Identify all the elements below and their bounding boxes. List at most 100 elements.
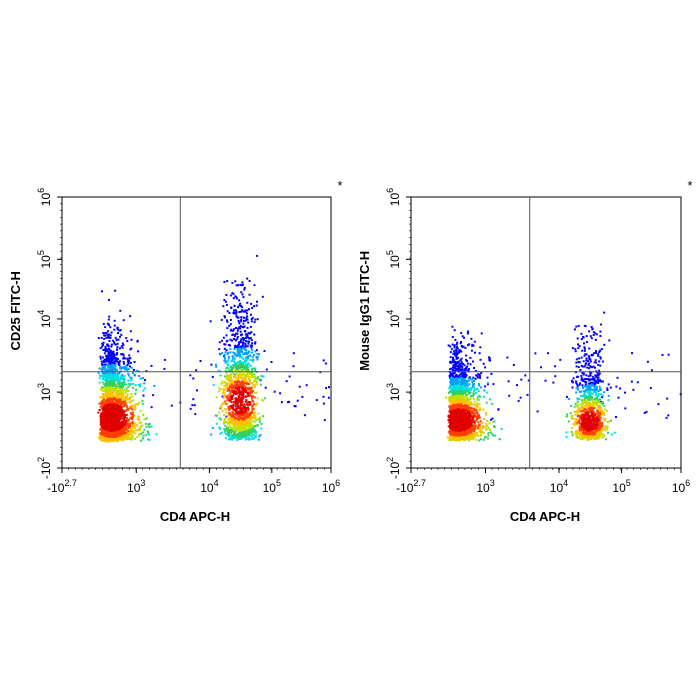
event-dot: [119, 391, 122, 394]
event-dot: [142, 389, 145, 392]
event-dot: [224, 351, 227, 354]
event-dot: [588, 382, 590, 385]
event-dot: [449, 345, 452, 348]
event-dot: [109, 337, 112, 339]
event-dot: [236, 403, 239, 406]
event-dot: [102, 322, 105, 325]
event-dot: [233, 328, 235, 331]
event-dot: [482, 362, 485, 365]
event-dot: [565, 431, 568, 434]
event-dot: [110, 345, 113, 348]
event-dot: [254, 375, 257, 378]
event-dot: [199, 360, 202, 362]
event-dot: [108, 360, 111, 363]
event-dot: [661, 354, 664, 356]
event-dot: [105, 350, 108, 353]
event-dot: [235, 327, 237, 329]
event-dot: [475, 374, 478, 377]
event-dot: [254, 434, 257, 437]
event-dot: [221, 409, 224, 412]
event-dot: [119, 426, 122, 429]
event-dot: [134, 403, 137, 406]
event-dot: [586, 378, 589, 381]
event-dot: [601, 380, 604, 383]
event-dot: [585, 381, 588, 384]
event-dot: [238, 304, 241, 307]
event-dot: [249, 332, 252, 335]
event-dot: [250, 320, 253, 323]
event-dot: [460, 357, 463, 360]
event-dot: [457, 382, 460, 385]
event-dot: [456, 389, 459, 392]
event-dot: [100, 431, 103, 434]
event-dot: [150, 425, 153, 428]
event-dot: [114, 407, 117, 410]
event-dot: [244, 386, 247, 389]
event-dot: [251, 405, 254, 408]
event-dot: [125, 337, 128, 340]
event-dot: [583, 393, 586, 396]
event-dot: [245, 389, 248, 392]
event-dot: [571, 347, 574, 350]
event-dot: [234, 405, 237, 408]
event-dot: [582, 380, 585, 382]
event-dot: [144, 379, 146, 382]
event-dot: [594, 361, 597, 364]
event-dot: [246, 326, 249, 329]
event-dot: [594, 366, 597, 369]
event-dot: [575, 381, 578, 384]
event-dot: [589, 365, 592, 368]
event-dot: [239, 349, 242, 352]
event-dot: [145, 425, 148, 428]
event-dot: [240, 346, 243, 349]
event-dot: [240, 407, 243, 410]
event-dot: [247, 428, 250, 431]
event-dot: [666, 397, 669, 400]
event-dot: [239, 385, 242, 388]
event-dot: [508, 394, 511, 397]
event-dot: [107, 392, 110, 395]
x-axis-label: CD4 APC-H: [160, 509, 230, 524]
event-dot: [116, 348, 119, 351]
event-dot: [255, 391, 258, 394]
event-dot: [127, 372, 130, 375]
event-dot: [593, 391, 596, 394]
event-dot: [559, 358, 562, 361]
event-dot: [117, 361, 120, 364]
event-dot: [601, 396, 604, 399]
event-dot: [247, 355, 250, 358]
event-dot: [126, 390, 128, 392]
event-dot: [98, 402, 101, 405]
event-dot: [273, 390, 276, 393]
event-dot: [223, 392, 226, 395]
event-dot: [454, 352, 456, 355]
event-dot: [245, 360, 248, 363]
event-dot: [224, 382, 227, 385]
event-dot: [119, 309, 122, 312]
event-dot: [127, 390, 130, 392]
event-dot: [123, 362, 125, 365]
event-dot: [240, 396, 243, 399]
event-dot: [455, 353, 458, 356]
event-dot: [589, 391, 592, 394]
event-dot: [126, 398, 129, 401]
event-dot: [241, 381, 244, 383]
y-tick-label: 106: [36, 188, 53, 206]
event-dot: [116, 385, 119, 388]
x-tick-label: -102.7: [47, 478, 77, 495]
event-dot: [128, 357, 131, 360]
event-dot: [251, 382, 254, 384]
event-dot: [225, 334, 228, 337]
event-dot: [109, 351, 112, 354]
event-dot: [576, 376, 579, 379]
event-dot: [189, 407, 192, 410]
event-dot: [111, 339, 114, 342]
event-dot: [248, 381, 251, 384]
event-dot: [249, 416, 251, 419]
event-dot: [239, 401, 242, 404]
event-dot: [247, 403, 250, 406]
event-dot: [226, 360, 229, 363]
event-dot: [450, 378, 453, 381]
event-dot: [452, 375, 454, 378]
event-dot: [245, 375, 248, 378]
